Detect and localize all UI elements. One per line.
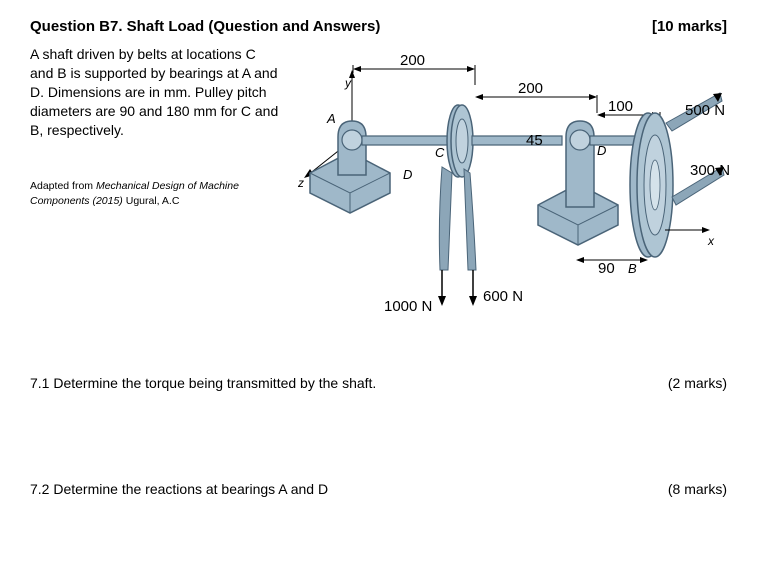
dim-45: 45	[526, 132, 543, 149]
dim-200-1: 200	[400, 52, 425, 69]
force-600: 600 N	[483, 288, 523, 305]
force-1000: 1000 N	[384, 298, 432, 315]
bearing-a	[310, 121, 390, 213]
dim-200-2: 200	[518, 80, 543, 97]
shaft-seg-1	[362, 136, 450, 145]
question-7-2: 7.2 Determine the reactions at bearings …	[30, 481, 328, 497]
axis-y-label: y	[344, 76, 352, 90]
question-7-1-marks: (2 marks)	[668, 375, 727, 391]
shaft-diagram: y z x A C D D B 200 200 100 45 90 500 N …	[290, 45, 730, 335]
dim-90: 90	[598, 260, 615, 277]
label-d-lower: D	[403, 167, 412, 182]
axis-x-label: x	[707, 234, 715, 248]
force-500: 500 N	[685, 102, 725, 119]
force-300: 300 N	[690, 162, 730, 179]
dim-100: 100	[608, 98, 633, 115]
label-d: D	[597, 143, 606, 158]
label-a: A	[326, 111, 336, 126]
label-b: B	[628, 261, 637, 276]
axis-z-label: z	[297, 176, 304, 190]
label-c: C	[435, 145, 445, 160]
question-title: Question B7. Shaft Load (Question and An…	[30, 18, 380, 35]
question-7-1: 7.1 Determine the torque being transmitt…	[30, 375, 376, 391]
citation-prefix: Adapted from	[30, 180, 96, 192]
question-7-2-marks: (8 marks)	[668, 481, 727, 497]
total-marks: [10 marks]	[652, 18, 727, 35]
citation-author: Ugural, A.C	[123, 195, 180, 207]
question-description: A shaft driven by belts at locations C a…	[30, 45, 280, 139]
citation: Adapted from Mechanical Design of Machin…	[30, 179, 280, 208]
shaft-seg-2	[472, 136, 562, 145]
dimension-lines	[353, 65, 660, 263]
pulley-c	[439, 105, 476, 270]
x-axis	[665, 227, 710, 233]
